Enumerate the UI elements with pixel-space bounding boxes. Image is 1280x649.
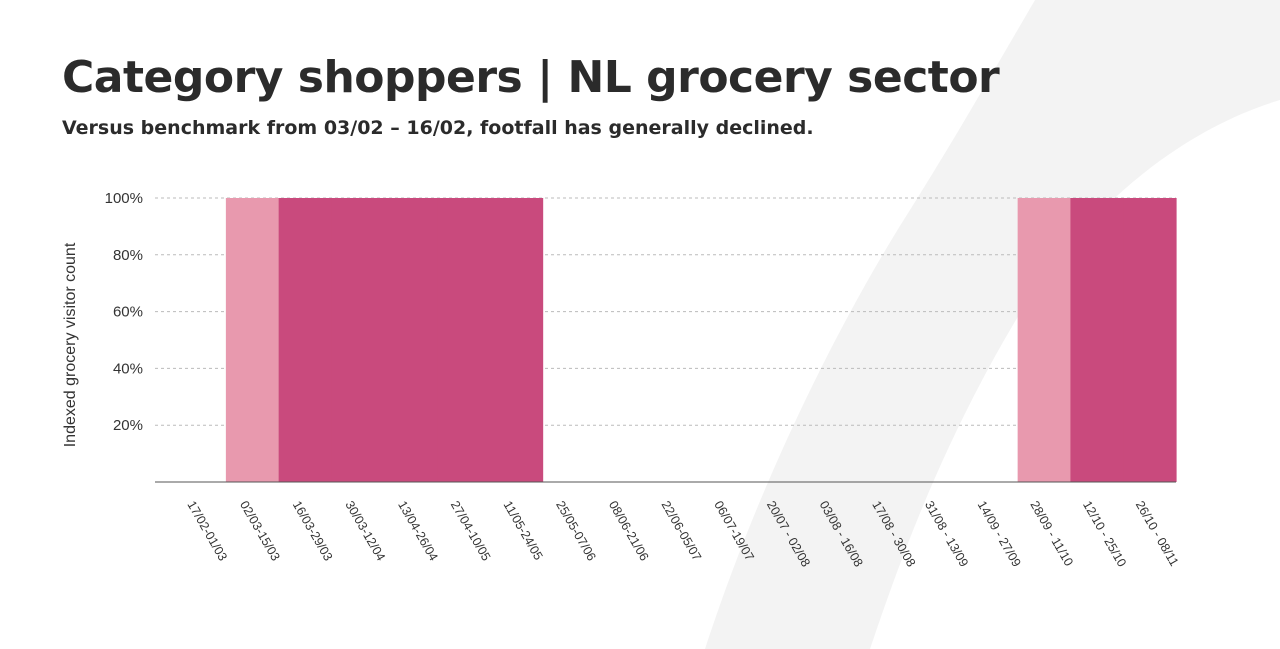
bar-6 xyxy=(437,198,491,482)
x-tick-label: 02/03-15/03 xyxy=(237,499,283,564)
bar-19 xyxy=(1123,198,1177,482)
y-tick-label: 100% xyxy=(105,190,143,207)
x-tick-label: 14/09 - 27/09 xyxy=(975,499,1024,570)
x-tick-label: 17/08 - 30/08 xyxy=(869,499,918,570)
x-tick-labels: 17/02-01/03 02/03-15/03 16/03-29/03 30/03-1… xyxy=(184,499,1181,570)
x-tick-label: 03/08 - 16/08 xyxy=(817,499,866,570)
x-tick-label: 08/06-21/06 xyxy=(606,499,652,564)
y-tick-label: 80% xyxy=(113,247,143,264)
bar-2 xyxy=(225,198,280,482)
y-tick-labels: 20% 40% 60% 80% 100% xyxy=(105,190,143,434)
y-tick-label: 20% xyxy=(113,417,143,434)
x-tick-label: 16/03-29/03 xyxy=(290,499,336,564)
x-tick-label: 30/03-12/04 xyxy=(342,499,388,564)
bar-3 xyxy=(278,198,333,482)
x-tick-label: 22/06-05/07 xyxy=(659,499,705,564)
x-tick-label: 27/04-10/05 xyxy=(448,499,494,564)
bar-18 xyxy=(1070,198,1124,482)
y-axis-label: Indexed grocery visitor count xyxy=(62,242,79,447)
x-tick-label: 31/08 - 13/09 xyxy=(922,499,971,570)
y-tick-label: 60% xyxy=(113,304,143,321)
x-tick-label: 06/07-19/07 xyxy=(711,499,757,564)
x-tick-label: 25/05-07/06 xyxy=(553,499,599,564)
x-tick-label: 11/05-24/05 xyxy=(501,499,546,563)
x-tick-label: 28/09 - 11/10 xyxy=(1027,499,1076,569)
bar-5 xyxy=(384,198,438,482)
y-tick-label: 40% xyxy=(113,360,143,377)
page-title: Category shoppers | NL grocery sector xyxy=(62,52,1000,103)
page-subtitle: Versus benchmark from 03/02 – 16/02, foo… xyxy=(62,117,814,139)
x-tick-label: 17/02-01/03 xyxy=(184,499,230,564)
x-tick-label: 12/10 - 25/10 xyxy=(1080,499,1129,570)
x-tick-label: 20/07 - 02/08 xyxy=(764,499,813,570)
bar-7 xyxy=(489,198,544,482)
bars xyxy=(225,198,1177,482)
x-tick-label: 13/04-26/04 xyxy=(395,499,441,564)
x-tick-label: 26/10 - 08/11 xyxy=(1133,499,1182,569)
bar-4 xyxy=(331,198,385,482)
bar-17 xyxy=(1017,198,1072,482)
